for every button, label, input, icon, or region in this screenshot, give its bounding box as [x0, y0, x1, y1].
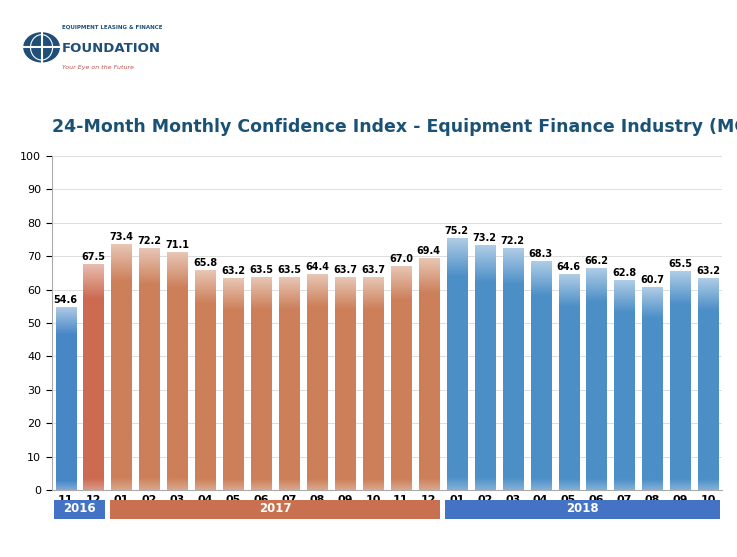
Text: 69.4: 69.4	[417, 246, 441, 256]
Text: 72.2: 72.2	[137, 236, 161, 246]
Text: 65.8: 65.8	[193, 257, 217, 267]
Text: 24-Month Monthly Confidence Index - Equipment Finance Industry (MCI-EFI): 24-Month Monthly Confidence Index - Equi…	[52, 119, 737, 136]
Text: 2018: 2018	[566, 502, 599, 515]
Text: 63.7: 63.7	[361, 265, 385, 275]
Text: 63.2: 63.2	[696, 266, 720, 276]
Text: Your Eye on the Future: Your Eye on the Future	[62, 65, 134, 70]
Text: 73.4: 73.4	[110, 232, 133, 242]
Text: 65.5: 65.5	[668, 258, 692, 268]
Text: 60.7: 60.7	[640, 275, 664, 285]
Text: 63.7: 63.7	[333, 265, 357, 275]
Bar	[110, 500, 440, 519]
Text: EQUIPMENT LEASING & FINANCE: EQUIPMENT LEASING & FINANCE	[62, 24, 162, 29]
Text: FOUNDATION: FOUNDATION	[62, 42, 161, 55]
Text: 2017: 2017	[259, 502, 291, 515]
Text: 54.6: 54.6	[54, 295, 77, 305]
Text: 63.5: 63.5	[277, 265, 301, 275]
Text: 67.0: 67.0	[389, 253, 413, 263]
Circle shape	[24, 33, 59, 62]
Text: 64.6: 64.6	[556, 262, 581, 272]
Text: 67.5: 67.5	[82, 252, 105, 262]
Text: 64.4: 64.4	[305, 262, 329, 272]
Text: 68.3: 68.3	[528, 249, 553, 259]
Text: 73.2: 73.2	[472, 233, 497, 243]
Text: 2016: 2016	[63, 502, 96, 515]
Text: 62.8: 62.8	[612, 267, 637, 277]
Text: 63.5: 63.5	[249, 265, 273, 275]
Text: 63.2: 63.2	[221, 266, 245, 276]
Text: 75.2: 75.2	[445, 226, 469, 236]
Bar	[54, 500, 105, 519]
Bar	[445, 500, 720, 519]
Text: 72.2: 72.2	[500, 236, 525, 246]
Text: 71.1: 71.1	[165, 240, 189, 250]
Text: 66.2: 66.2	[584, 256, 609, 266]
